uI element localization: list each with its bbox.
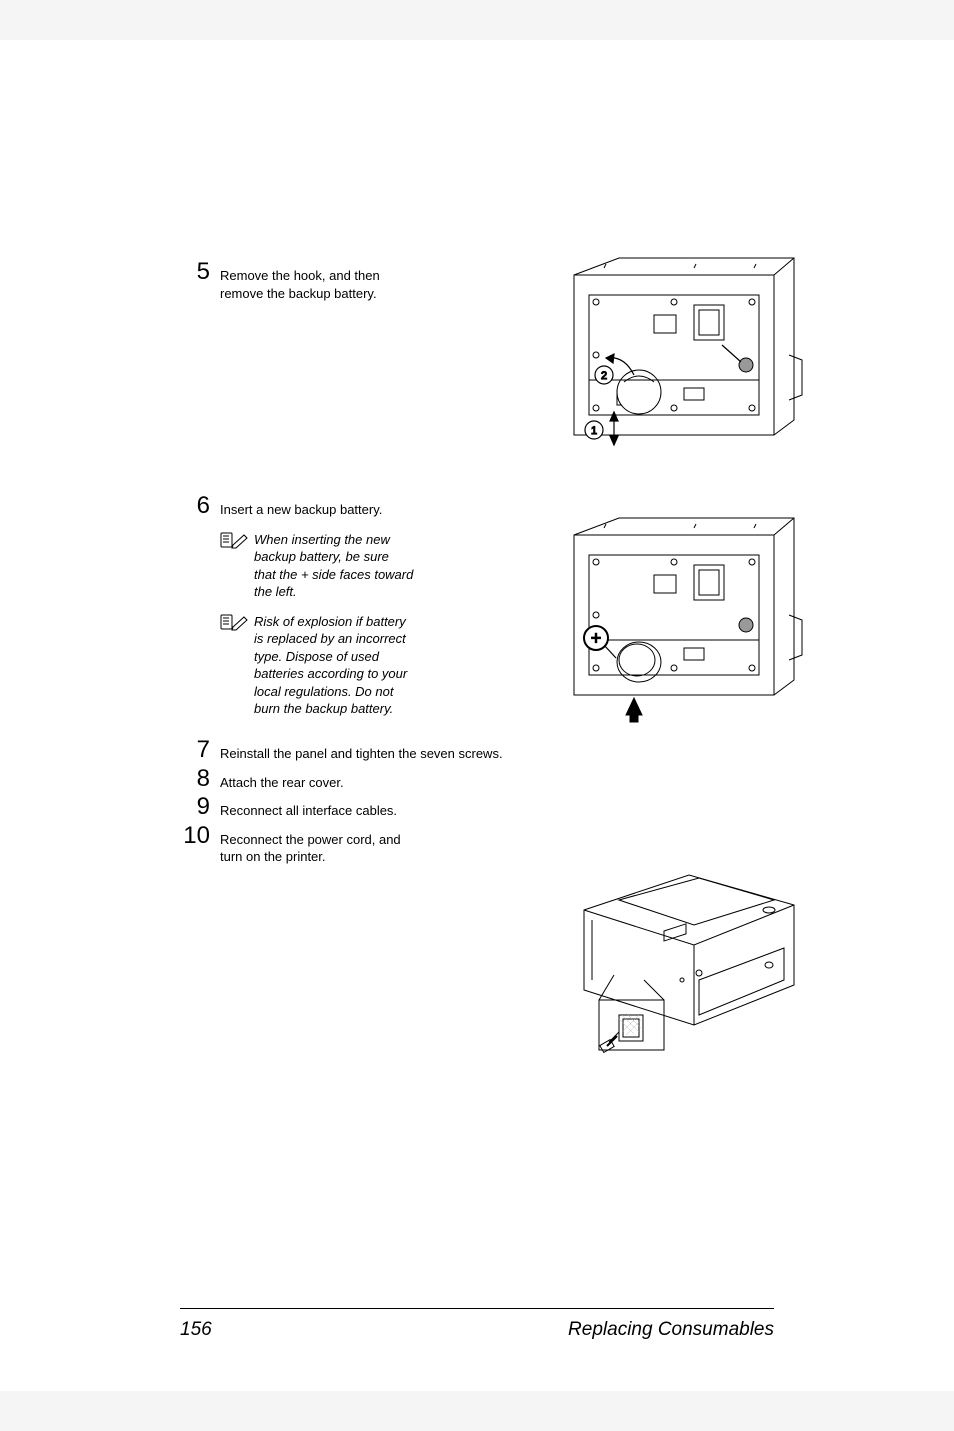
note-icon	[220, 531, 254, 554]
callout-2: 2	[601, 370, 607, 382]
step-9: 9 Reconnect all interface cables.	[180, 795, 774, 820]
page-number: 156	[180, 1319, 212, 1341]
step-number: 5	[180, 260, 220, 490]
step-text: Reinstall the panel and tighten the seve…	[220, 738, 774, 763]
step-text: Reconnect the power cord, and turn on th…	[220, 824, 420, 866]
step-7: 7 Reinstall the panel and tighten the se…	[180, 738, 774, 763]
callout-1: 1	[591, 425, 597, 437]
figure-step10	[544, 830, 804, 1060]
note-icon	[220, 613, 254, 636]
step-number: 9	[180, 795, 220, 820]
note-text: When inserting the new backup battery, b…	[254, 531, 414, 601]
page-footer: 156 Replacing Consumables	[180, 1308, 774, 1341]
step-number: 6	[180, 494, 220, 734]
step-number: 8	[180, 767, 220, 792]
step-body: Insert a new backup battery.	[220, 494, 420, 734]
manual-page: 5 Remove the hook, and then remove the b…	[0, 40, 954, 1391]
footer-title: Replacing Consumables	[568, 1319, 774, 1341]
plus-symbol: +	[591, 628, 602, 648]
note-1: When inserting the new backup battery, b…	[220, 531, 420, 601]
figure-step6: +	[544, 510, 804, 730]
step-8: 8 Attach the rear cover.	[180, 767, 774, 792]
figure-step5: 2 1	[544, 250, 804, 475]
step-number: 10	[180, 824, 220, 866]
step-text: Remove the hook, and then remove the bac…	[220, 260, 420, 490]
note-2: Risk of explosion if battery is replaced…	[220, 613, 420, 718]
note-text: Risk of explosion if battery is replaced…	[254, 613, 414, 718]
step-text: Insert a new backup battery.	[220, 502, 382, 517]
content-area: 5 Remove the hook, and then remove the b…	[180, 260, 774, 866]
step-text: Attach the rear cover.	[220, 767, 774, 792]
step-number: 7	[180, 738, 220, 763]
step-text: Reconnect all interface cables.	[220, 795, 774, 820]
